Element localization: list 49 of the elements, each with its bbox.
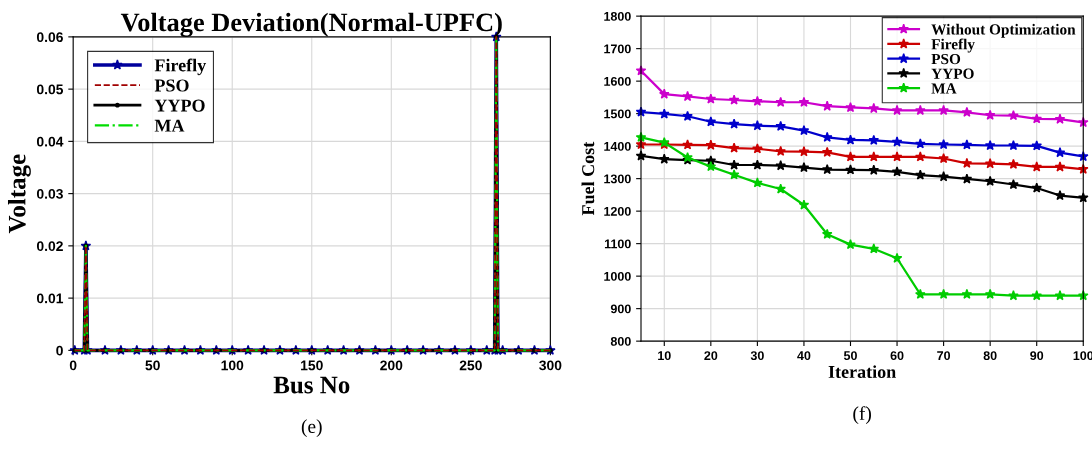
x-tick-label: 10 [658,351,671,361]
legend-label: YYPO [154,99,205,112]
x-tick-label: 50 [843,351,857,361]
x-axis-title: Bus No [273,376,350,394]
y-tick-label: 1300 [604,174,631,184]
y-tick-label: 900 [610,304,631,314]
x-tick-label: 250 [459,360,482,371]
x-tick-label: 90 [1030,351,1044,361]
chart-title: Voltage Deviation(Normal-UPFC) [120,12,502,37]
y-tick-label: 1200 [604,206,631,216]
x-tick-label: 100 [221,360,244,371]
y-tick-label: 0.02 [36,241,63,252]
x-tick-label: 30 [750,351,764,361]
x-tick-label: 0 [69,360,77,371]
x-tick-label: 80 [983,351,997,361]
y-tick-label: 0.03 [36,188,63,199]
y-tick-label: 800 [610,336,631,346]
x-tick-label: 50 [145,360,160,371]
y-axis-title: Fuel Cost [581,141,595,216]
x-axis-title: Iteration [828,365,896,378]
x-tick-label: 20 [704,351,718,361]
y-tick-label: 1400 [604,141,631,151]
text: (e) [301,419,322,437]
legend-label: PSO [931,53,961,65]
y-tick-label: 1000 [604,271,631,281]
x-tick-label: 300 [539,360,562,371]
legend-label: PSO [154,79,189,92]
legend-label: MA [154,119,185,132]
x-tick-label: 200 [380,360,403,371]
x-tick-label: 70 [937,351,951,361]
y-tick-label: 0.01 [36,293,64,304]
y-tick-label: 0.04 [36,136,64,147]
y-tick-label: 1500 [604,109,631,119]
y-axis-title: Voltage [7,154,31,234]
legend-label: Firefly [154,58,207,76]
y-tick-label: 1600 [604,76,631,86]
y-tick-label: 0.06 [36,32,63,43]
x-tick-label: 150 [301,360,323,371]
legend-label: YYPO [931,68,974,79]
y-tick-label: 1800 [604,11,631,21]
y-tick-label: 1100 [604,239,631,249]
legend-label: Firefly [931,38,975,53]
text: (f) [853,406,871,424]
y-tick-label: 1700 [604,44,631,54]
x-tick-label: 40 [797,351,811,361]
legend-label: Without Optimization [931,23,1076,38]
y-tick-label: 0.05 [36,84,64,95]
x-tick-label: 60 [890,351,904,361]
legend-label: MA [931,83,957,94]
